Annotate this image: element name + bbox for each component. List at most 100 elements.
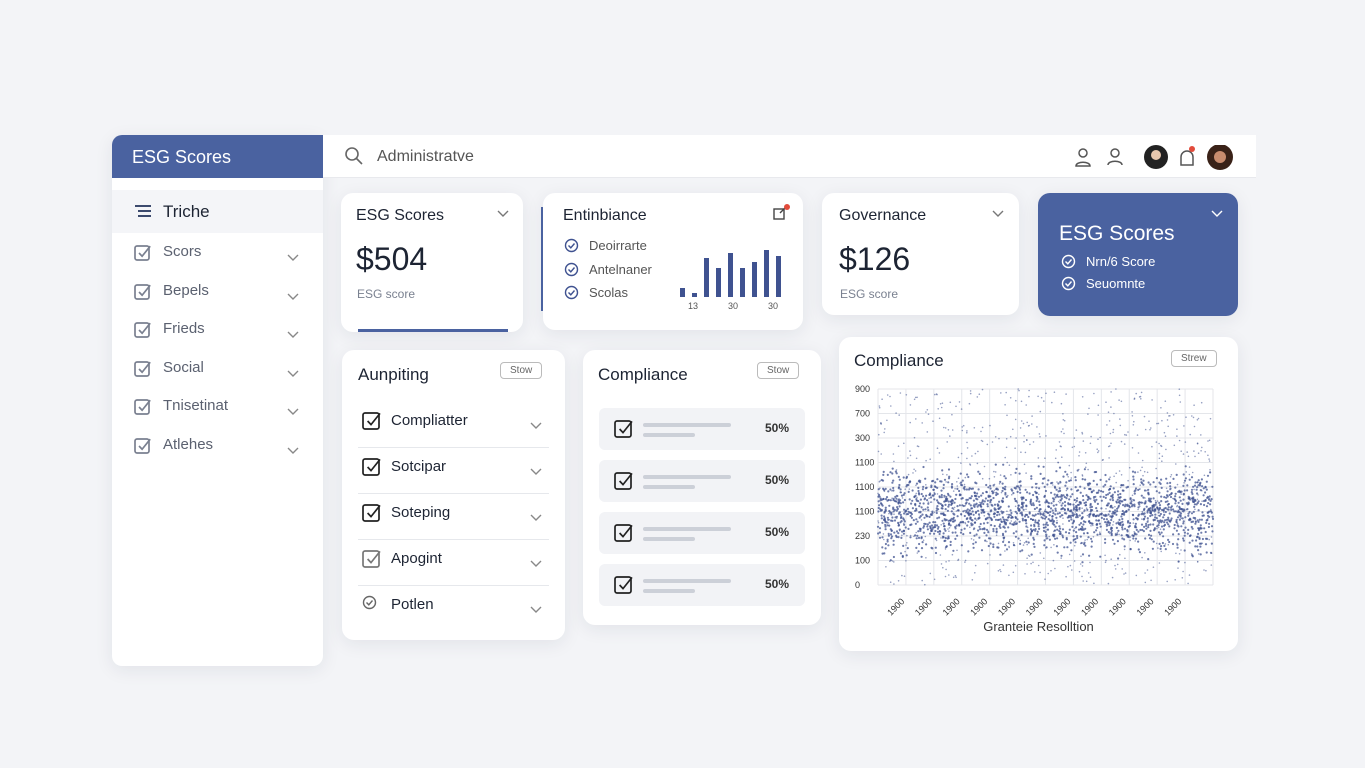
texture-dot	[1051, 481, 1054, 484]
texture-dot	[1044, 489, 1047, 493]
texture-dot	[1206, 474, 1210, 477]
texture-dot	[899, 513, 902, 516]
texture-dot	[1070, 549, 1073, 552]
texture-dot	[1027, 554, 1030, 557]
texture-dot	[1078, 506, 1081, 510]
texture-dot	[1119, 523, 1122, 527]
texture-dot	[884, 547, 887, 550]
compliance-row[interactable]: 50%	[599, 408, 805, 450]
chevron-svg	[287, 331, 299, 339]
texture-dot	[1139, 469, 1142, 472]
texture-dot	[888, 524, 891, 527]
texture-dot	[998, 525, 1001, 528]
texture-dot	[1084, 544, 1087, 547]
texture-dot	[1188, 534, 1192, 538]
texture-dot	[1028, 555, 1031, 557]
texture-dot	[1174, 510, 1177, 513]
texture-dot	[1107, 530, 1110, 534]
button[interactable]: Stow	[500, 362, 543, 379]
texture-dot	[1064, 504, 1067, 507]
texture-dot	[1176, 511, 1179, 514]
texture-dot	[1078, 501, 1081, 504]
texture-dot	[1009, 509, 1012, 512]
active-item[interactable]: Triche	[112, 190, 323, 233]
sidebar-item[interactable]: Frieds	[163, 320, 205, 338]
texture-dot	[1154, 509, 1157, 512]
texture-dot	[1159, 528, 1162, 530]
texture-dot	[1194, 517, 1197, 520]
sidebar-item[interactable]: Atlehes	[163, 436, 214, 453]
texture-dot	[1005, 391, 1007, 394]
list-row[interactable]: Soteping	[358, 494, 549, 540]
texture-dot	[1050, 570, 1052, 572]
texture-dot	[950, 510, 953, 513]
texture-dot	[1001, 512, 1004, 515]
button[interactable]: Stow	[757, 362, 800, 379]
texture-dot	[1175, 463, 1177, 465]
texture-dot	[938, 452, 941, 454]
texture-dot	[1150, 534, 1153, 537]
sidebar-item[interactable]: Social	[163, 358, 204, 376]
top-icons[interactable]	[1073, 145, 1243, 171]
texture-dot	[1162, 509, 1165, 512]
card-title: ESG Scores	[356, 207, 445, 224]
texture-dot	[1157, 511, 1160, 514]
compliance-row[interactable]: 50%	[599, 512, 805, 554]
texture-dot	[1117, 490, 1120, 493]
texture-dot	[946, 441, 948, 443]
chevron[interactable]	[497, 210, 509, 218]
list-row[interactable]: Sotcipar	[358, 448, 549, 494]
texture-dot	[963, 485, 966, 488]
external-icon[interactable]	[772, 204, 792, 222]
sidebar-item[interactable]: Bepels	[163, 281, 209, 299]
chevron	[287, 326, 299, 344]
texture-dot	[1210, 525, 1214, 528]
chevron[interactable]	[992, 210, 1004, 218]
texture-dot	[946, 492, 950, 495]
texture-dot	[1177, 560, 1180, 563]
texture-dot	[1104, 473, 1107, 477]
texture-dot	[887, 498, 890, 502]
compliance-row[interactable]: 50%	[599, 460, 805, 502]
texture-dot	[1156, 422, 1158, 425]
texture-dot	[987, 531, 990, 534]
texture-dot	[926, 409, 929, 411]
check-label: Nrn/6 Score	[1086, 254, 1156, 269]
texture-dot	[1197, 549, 1200, 552]
button[interactable]: Strew	[1171, 350, 1217, 367]
compliance-row[interactable]: 50%	[599, 564, 805, 606]
texture-dot	[1003, 487, 1006, 490]
texture-dot	[1045, 435, 1047, 437]
texture-dot	[1058, 525, 1061, 528]
texture-dot	[1207, 517, 1209, 520]
texture-dot	[1198, 536, 1201, 539]
texture-dot	[887, 518, 890, 521]
list-row[interactable]: Apogint	[358, 540, 549, 586]
texture-dot	[1210, 508, 1212, 511]
texture-dot	[1088, 515, 1091, 518]
texture-dot	[1146, 517, 1149, 520]
texture-dot	[897, 532, 900, 535]
texture-dot	[1147, 526, 1150, 529]
search-text[interactable]: Administratve	[377, 148, 474, 165]
list-row[interactable]: Compliatter	[358, 402, 549, 448]
texture-dot	[1032, 441, 1035, 443]
sidebar-item[interactable]: Scors	[163, 243, 202, 260]
texture-dot	[1134, 540, 1136, 542]
texture-dot	[1133, 505, 1136, 508]
texture-dot	[954, 531, 957, 534]
list-row[interactable]: Potlen	[358, 586, 549, 632]
texture-dot	[1132, 518, 1135, 521]
texture-dot	[1001, 497, 1005, 500]
texture-dot	[932, 479, 935, 482]
texture-dot	[1197, 494, 1199, 496]
texture-dot	[1023, 542, 1026, 544]
sidebar-item[interactable]: Tnisetinat	[163, 397, 229, 415]
texture-dot	[1155, 542, 1158, 545]
chevron[interactable]	[1211, 210, 1223, 218]
texture-dot	[942, 487, 945, 490]
texture-dot	[1030, 503, 1033, 507]
texture-dot	[1197, 509, 1200, 512]
texture-dot	[1138, 503, 1141, 506]
texture-dot	[879, 509, 882, 512]
